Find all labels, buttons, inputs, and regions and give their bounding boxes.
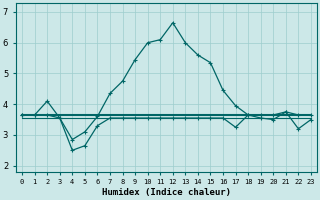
X-axis label: Humidex (Indice chaleur): Humidex (Indice chaleur)	[102, 188, 231, 197]
